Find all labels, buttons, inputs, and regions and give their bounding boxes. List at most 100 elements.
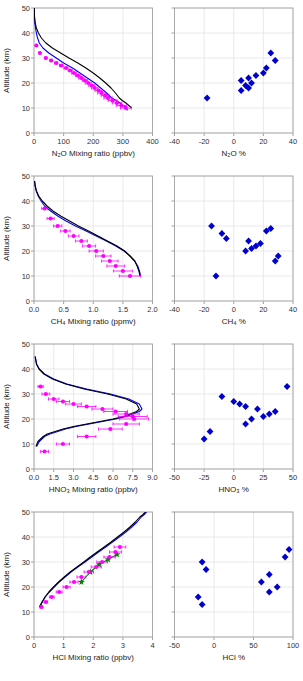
tick-label: 40 — [22, 365, 30, 374]
point — [56, 224, 60, 228]
point — [242, 248, 249, 255]
error-cap — [109, 550, 110, 553]
point — [94, 565, 98, 569]
error-bar — [49, 595, 54, 598]
point — [39, 605, 43, 609]
error-bar — [44, 600, 48, 603]
plot-frame — [34, 8, 153, 133]
tick-label: 0 — [32, 137, 36, 146]
x-axis-label: HNO₃ Mixing ratio (ppbv) — [49, 485, 138, 494]
grid-line — [73, 344, 74, 469]
tick-mark — [172, 108, 175, 109]
grid-line — [34, 394, 153, 395]
error-cap — [139, 422, 140, 425]
error-cap — [48, 397, 49, 400]
tick-mark — [172, 33, 175, 34]
tick-label: 400 — [146, 137, 159, 146]
tick-label: 0 — [232, 473, 236, 482]
plot-frame — [175, 8, 294, 133]
grid-line — [34, 58, 153, 59]
error-bar — [50, 59, 52, 62]
tick-label: 20 — [22, 247, 30, 256]
y-axis-label: Altitude (km) — [2, 552, 11, 597]
error-cap — [69, 400, 70, 403]
point — [284, 383, 291, 390]
error-cap — [41, 207, 42, 210]
tick-label: 3.0 — [68, 473, 78, 482]
point — [42, 449, 46, 453]
error-cap — [69, 442, 70, 445]
error-cap — [122, 427, 123, 430]
grid-line — [34, 108, 153, 109]
point — [121, 269, 125, 273]
y-axis-label: Altitude (km) — [2, 48, 11, 93]
plot-area — [34, 344, 153, 469]
panel: 0.01.53.04.56.07.59.001020304050HNO₃ Mix… — [2, 340, 158, 494]
tick-mark — [31, 33, 34, 34]
tick-mark — [152, 637, 153, 640]
point — [272, 408, 279, 415]
tick-mark — [172, 444, 175, 445]
tick-mark — [34, 469, 35, 472]
error-bar — [84, 570, 93, 573]
tick-label: 3 — [121, 641, 125, 650]
error-bar — [56, 590, 62, 593]
point — [79, 575, 83, 579]
point — [230, 398, 237, 405]
point — [286, 546, 293, 553]
tick-mark — [31, 201, 34, 202]
tick-mark — [31, 587, 34, 588]
error-cap — [76, 575, 77, 578]
plot-area — [175, 344, 294, 469]
grid — [31, 344, 153, 472]
grid-line — [63, 176, 64, 301]
error-cap — [87, 79, 88, 82]
error-bar — [59, 64, 63, 67]
error-bar — [114, 545, 126, 548]
tick-mark — [174, 301, 175, 304]
panel: 010020030040001020304050N₂O Mixing ratio… — [2, 4, 159, 158]
grid-line — [214, 512, 215, 637]
tick-mark — [122, 301, 123, 304]
profile-line — [35, 181, 141, 276]
tick-mark — [233, 301, 234, 304]
tick-mark — [293, 637, 294, 640]
point — [213, 273, 220, 280]
error-cap — [91, 407, 92, 410]
error-bar — [42, 207, 48, 210]
grid-line — [132, 344, 133, 469]
tick-label: 6.0 — [108, 473, 118, 482]
tick-mark — [293, 133, 294, 136]
error-bar — [102, 259, 119, 262]
tick-label: 30 — [22, 558, 30, 567]
error-bar — [77, 575, 86, 578]
point — [63, 229, 67, 233]
tick-label: 50 — [22, 4, 30, 13]
tick-label: 7.5 — [128, 473, 138, 482]
point — [90, 83, 94, 87]
point — [64, 585, 68, 589]
point — [266, 411, 273, 418]
error-cap — [70, 229, 71, 232]
tick-label: 300 — [117, 137, 130, 146]
error-bar — [75, 239, 87, 242]
tick-mark — [34, 133, 35, 136]
tick-mark — [31, 419, 34, 420]
error-cap — [56, 400, 57, 403]
point — [101, 254, 105, 258]
point — [100, 560, 104, 564]
point — [124, 106, 128, 110]
error-cap — [95, 254, 96, 257]
y-axis-label: Altitude (km) — [2, 384, 11, 429]
point — [128, 274, 132, 278]
tick-label: 40 — [289, 137, 297, 146]
error-bar — [66, 402, 82, 405]
error-cap — [87, 239, 88, 242]
error-cap — [112, 96, 113, 99]
grid-line — [113, 344, 114, 469]
error-cap — [89, 249, 90, 252]
tick-label: 40 — [22, 533, 30, 542]
point — [108, 427, 112, 431]
tick-label: 0 — [232, 305, 236, 314]
point — [219, 393, 226, 400]
